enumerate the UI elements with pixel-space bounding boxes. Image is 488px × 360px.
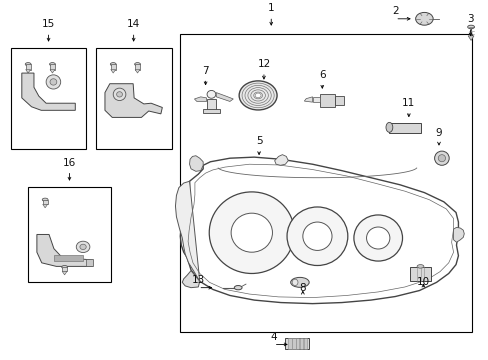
Polygon shape [62,271,67,275]
Ellipse shape [80,244,86,249]
Polygon shape [111,69,116,73]
Ellipse shape [437,155,445,162]
Ellipse shape [291,279,297,285]
Polygon shape [216,93,233,102]
Bar [206,99,216,111]
Ellipse shape [416,265,423,268]
Bar [28,186,111,282]
Text: 6: 6 [318,70,325,80]
Bar [111,64,116,69]
Text: 11: 11 [402,98,415,108]
Bar [85,259,93,266]
Bar [11,48,86,149]
Ellipse shape [385,122,392,132]
Bar [299,338,303,350]
Polygon shape [22,73,75,110]
Polygon shape [304,97,312,102]
Bar [26,64,30,69]
Text: 14: 14 [127,19,140,30]
Text: 2: 2 [391,6,398,16]
Bar [42,200,47,204]
Ellipse shape [42,198,48,201]
Ellipse shape [467,25,473,29]
Bar [62,267,67,271]
Polygon shape [175,181,200,281]
Ellipse shape [286,207,347,266]
Text: 13: 13 [191,275,204,285]
Polygon shape [180,157,458,303]
Text: 3: 3 [467,14,473,24]
Text: 10: 10 [416,276,429,287]
Ellipse shape [302,222,331,251]
Ellipse shape [110,63,116,66]
Ellipse shape [134,63,140,66]
Bar [295,338,299,350]
Ellipse shape [239,81,277,110]
Text: 5: 5 [255,136,262,147]
Polygon shape [37,234,93,266]
Bar [285,338,308,350]
Polygon shape [274,155,287,165]
Polygon shape [135,69,140,73]
Ellipse shape [209,192,294,274]
Text: 1: 1 [267,4,274,13]
Ellipse shape [231,213,272,252]
Polygon shape [189,156,203,171]
Polygon shape [453,228,463,242]
Ellipse shape [46,75,61,89]
Polygon shape [182,271,200,288]
Text: 16: 16 [62,158,76,168]
Polygon shape [42,204,47,208]
Polygon shape [467,36,473,40]
Ellipse shape [366,227,389,249]
Bar [287,338,291,350]
Bar [409,267,430,280]
Bar [96,48,171,149]
Polygon shape [50,69,55,73]
Ellipse shape [255,93,261,98]
Bar [303,338,306,350]
Text: 7: 7 [202,66,208,76]
Circle shape [415,12,432,25]
Bar [180,34,471,332]
Polygon shape [194,97,206,102]
Ellipse shape [113,88,125,100]
Ellipse shape [116,92,122,97]
Text: 12: 12 [257,59,270,69]
Ellipse shape [234,285,242,290]
Ellipse shape [290,278,308,287]
Bar [135,64,140,69]
Text: 8: 8 [299,283,305,293]
Polygon shape [26,69,30,73]
Ellipse shape [353,215,402,261]
Ellipse shape [76,241,90,253]
Bar [50,64,55,69]
Bar [319,94,335,108]
Bar [54,255,83,261]
Bar [335,96,344,105]
Ellipse shape [50,79,57,85]
Ellipse shape [25,63,31,66]
Polygon shape [105,84,162,117]
Bar [291,338,295,350]
Text: 9: 9 [435,128,442,138]
Ellipse shape [434,151,448,165]
Ellipse shape [61,266,67,269]
Ellipse shape [206,90,215,98]
Text: 15: 15 [42,19,55,30]
Text: 4: 4 [270,332,276,342]
Polygon shape [312,97,319,102]
Bar [388,123,420,133]
Bar [202,109,220,113]
Ellipse shape [49,63,55,66]
